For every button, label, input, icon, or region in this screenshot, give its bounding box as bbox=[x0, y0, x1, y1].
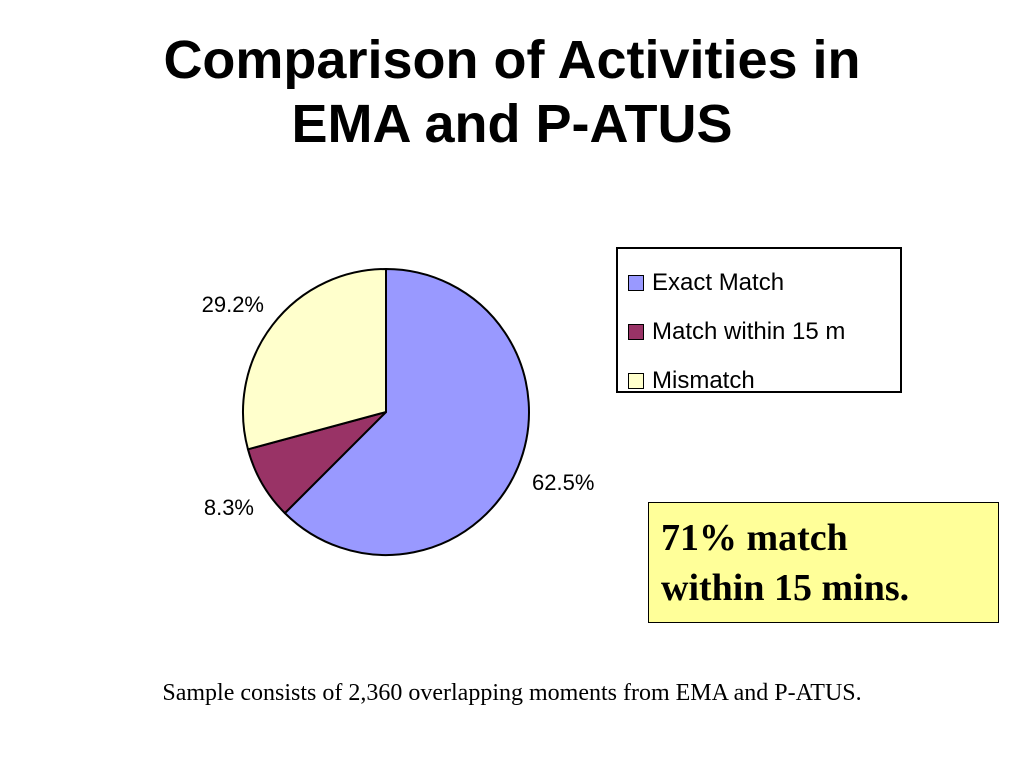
page-title-line-2: EMA and P-ATUS bbox=[291, 94, 733, 154]
chart-legend: Exact Match Match within 15 m Mismatch bbox=[616, 247, 902, 394]
callout-line-2: within 15 mins. bbox=[661, 567, 910, 609]
page-title-line-1: Comparison of Activities in bbox=[163, 30, 861, 90]
legend-swatch-mismatch bbox=[628, 372, 644, 389]
legend-swatch-match-within-15m bbox=[628, 323, 644, 340]
sample-footnote: Sample consists of 2,360 overlapping mom… bbox=[162, 680, 862, 706]
data-label-exact-match: 62.5% bbox=[532, 470, 594, 495]
legend-item-exact-match: Exact Match bbox=[628, 258, 900, 307]
pie-slice-mismatch bbox=[242, 268, 387, 451]
data-label-match-within-15-m: 8.3% bbox=[204, 495, 254, 520]
page-title: Comparison of Activities in EMA and P-AT… bbox=[0, 28, 1024, 156]
legend-item-match-within-15m: Match within 15 m bbox=[628, 307, 900, 356]
legend-label-mismatch: Mismatch bbox=[652, 366, 755, 394]
legend-swatch-exact-match bbox=[628, 274, 644, 291]
callout-line-1: 71% match bbox=[661, 517, 848, 559]
legend-label-match-within-15m: Match within 15 m bbox=[652, 317, 846, 345]
legend-label-exact-match: Exact Match bbox=[652, 268, 785, 296]
summary-callout: 71% match within 15 mins. bbox=[648, 502, 999, 623]
legend-item-mismatch: Mismatch bbox=[628, 356, 900, 405]
pie-slice-exact-match bbox=[283, 268, 530, 556]
data-label-mismatch: 29.2% bbox=[202, 292, 264, 317]
